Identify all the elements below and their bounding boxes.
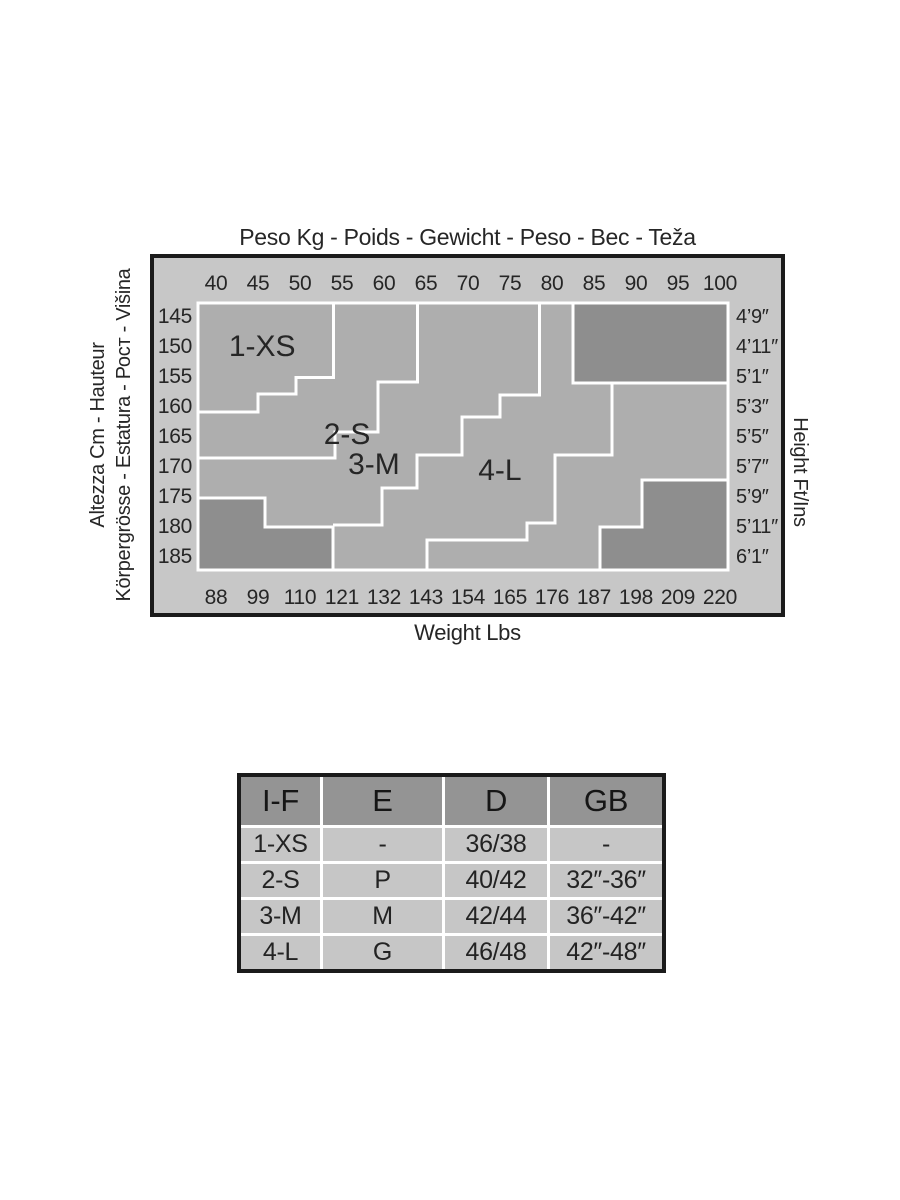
lbs-tick-label: 143: [409, 586, 443, 609]
kg-tick-label: 95: [667, 272, 690, 295]
kg-tick-label: 50: [289, 272, 312, 295]
size-table-header-2: D: [445, 777, 547, 825]
zone-boundary-2-s: [198, 303, 420, 460]
lbs-tick-label: 220: [703, 586, 737, 609]
lbs-tick-label: 88: [205, 586, 228, 609]
zone-boundary-4-l: [425, 383, 614, 570]
ftins-tick-label: 5’3″: [736, 396, 769, 418]
lbs-tick-label: 154: [451, 586, 486, 609]
kg-tick-label: 90: [625, 272, 648, 295]
size-table-header-3: GB: [550, 777, 662, 825]
cm-tick-label: 185: [158, 545, 192, 568]
lbs-tick-label: 187: [577, 586, 611, 609]
size-table-header-0: I-F: [241, 777, 320, 825]
size-table-cell-r3c2: 46/48: [445, 936, 547, 969]
kg-tick-label: 55: [331, 272, 354, 295]
ftins-tick-label: 4’9″: [736, 306, 769, 328]
size-table-cell-r2c2: 42/44: [445, 900, 547, 933]
cm-tick-label: 165: [158, 425, 192, 448]
size-table-cell-r1c3: 32″-36″: [550, 864, 662, 897]
kg-tick-label: 65: [415, 272, 438, 295]
kg-tick-label: 80: [541, 272, 564, 295]
size-table-header-1: E: [323, 777, 442, 825]
ftins-tick-label: 5’9″: [736, 486, 769, 508]
cm-tick-label: 175: [158, 485, 192, 508]
size-table-cell-r0c3: -: [550, 828, 662, 861]
ftins-tick-label: 4’11″: [736, 336, 778, 358]
size-table-cell-r1c0: 2-S: [241, 864, 320, 897]
cm-tick-label: 145: [158, 305, 192, 328]
ftins-tick-label: 5’1″: [736, 366, 769, 388]
lbs-tick-label: 198: [619, 586, 653, 609]
lbs-tick-label: 132: [367, 586, 401, 609]
zone-label-1-xs: 1-XS: [229, 330, 296, 363]
zone-label-4-l: 4-L: [478, 454, 521, 487]
cm-tick-label: 170: [158, 455, 192, 478]
zone-boundary-1-xs: [198, 303, 336, 414]
cm-tick-label: 150: [158, 335, 192, 358]
size-table-cell-r1c1: P: [323, 864, 442, 897]
lbs-tick-label: 110: [284, 586, 317, 609]
kg-tick-label: 100: [703, 272, 737, 295]
size-chart-svg: Peso Kg - Poids - Gewicht - Peso - Bec -…: [87, 224, 811, 645]
kg-tick-label: 40: [205, 272, 228, 295]
plot-area-border: [196, 301, 730, 572]
kg-tick-label: 70: [457, 272, 480, 295]
height-axis-title-outer: Altezza Cm - Hauteur: [87, 342, 109, 528]
size-chart-figure: Peso Kg - Poids - Gewicht - Peso - Bec -…: [0, 210, 900, 660]
lbs-tick-label: 176: [535, 586, 569, 609]
zone-boundary-3-m: [333, 303, 541, 527]
cm-tick-label: 160: [158, 395, 192, 418]
size-table-cell-r3c3: 42″-48″: [550, 936, 662, 969]
ftins-tick-label: 5’7″: [736, 456, 769, 478]
zone-label-2-s: 2-S: [324, 418, 371, 451]
size-table-cell-r3c0: 4-L: [241, 936, 320, 969]
lbs-tick-label: 209: [661, 586, 695, 609]
size-table-cell-r1c2: 40/42: [445, 864, 547, 897]
height-ftins-axis-title: Height Ft/Ins: [789, 417, 811, 527]
size-table-cell-r2c0: 3-M: [241, 900, 320, 933]
weight-lbs-axis-title: Weight Lbs: [414, 620, 521, 645]
size-table-cell-r3c1: G: [323, 936, 442, 969]
size-table-cell-r0c2: 36/38: [445, 828, 547, 861]
size-table-cell-r0c0: 1-XS: [241, 828, 320, 861]
kg-tick-label: 60: [373, 272, 396, 295]
lbs-tick-label: 99: [247, 586, 270, 609]
lbs-tick-label: 121: [325, 586, 359, 609]
ftins-tick-label: 5’11″: [736, 516, 778, 538]
size-table-cell-r2c3: 36″-42″: [550, 900, 662, 933]
ftins-tick-label: 5’5″: [736, 426, 769, 448]
cm-tick-label: 155: [158, 365, 192, 388]
kg-tick-label: 85: [583, 272, 606, 295]
height-axis-title-inner: Körpergrösse - Estatura - Рост - Višina: [113, 267, 135, 601]
size-table-cell-r2c1: M: [323, 900, 442, 933]
kg-tick-label: 45: [247, 272, 270, 295]
zone-label-3-m: 3-M: [348, 448, 400, 481]
blocked-region-top-right: [571, 301, 730, 385]
lbs-tick-label: 165: [493, 586, 527, 609]
size-conversion-table: I-F E D GB 1-XS -36/38-2-S P 40/42 32″-36″ 3-M M 42…: [237, 773, 666, 973]
ftins-tick-label: 6’1″: [736, 546, 769, 568]
kg-tick-label: 75: [499, 272, 522, 295]
cm-tick-label: 180: [158, 515, 192, 538]
weight-kg-axis-title: Peso Kg - Poids - Gewicht - Peso - Bec -…: [239, 224, 696, 250]
size-table-cell-r0c1: -: [323, 828, 442, 861]
